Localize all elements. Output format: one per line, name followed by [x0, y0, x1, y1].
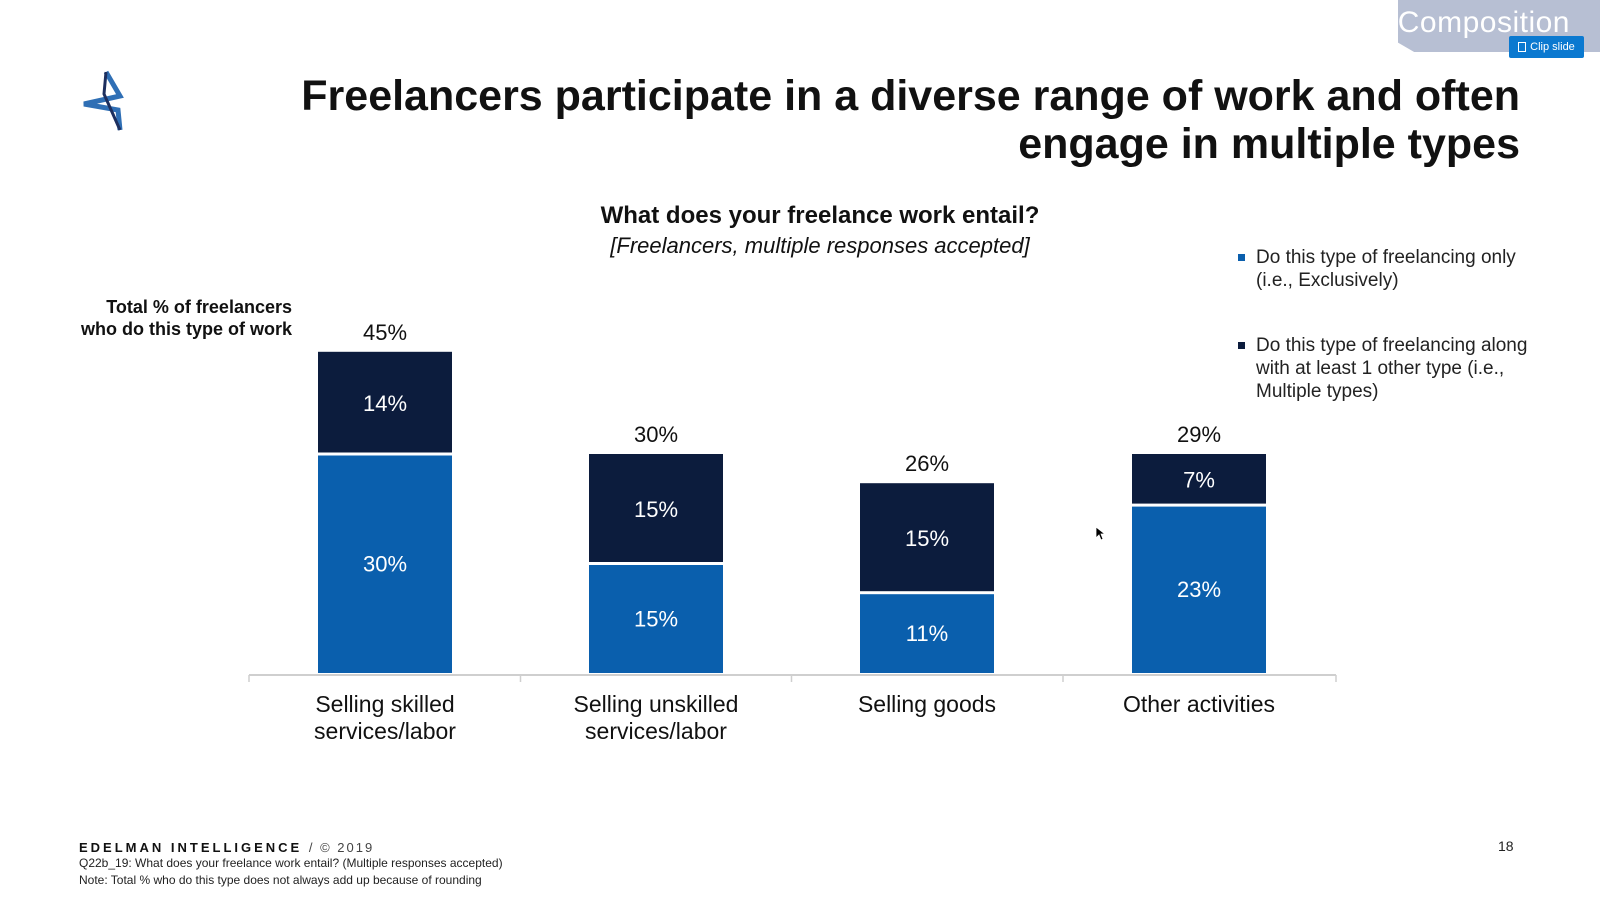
category-label-0: Selling skilled services/labor: [314, 691, 456, 744]
mouse-cursor-icon: [1096, 527, 1106, 541]
data-label-multiple-3: 7%: [1183, 468, 1215, 493]
page-number: 18: [1498, 838, 1514, 854]
footer-brand-name: EDELMAN INTELLIGENCE: [79, 840, 303, 855]
composition-tab: Composition: [1398, 0, 1600, 52]
data-label-exclusive-0: 30%: [363, 552, 407, 577]
bar-exclusive-1: [589, 565, 723, 673]
legend-swatch-multiple: [1238, 342, 1245, 349]
category-label-1: Selling unskilled services/labor: [574, 691, 739, 744]
data-label-exclusive-1: 15%: [634, 606, 678, 631]
total-label: Total % of freelancers who do this type …: [81, 297, 292, 339]
total-label-0: 45%: [363, 320, 407, 345]
bar-exclusive-0: [318, 455, 452, 673]
bar-multiple-3: [1132, 454, 1266, 504]
footer-brand: EDELMAN INTELLIGENCE / © 2019: [79, 840, 374, 855]
total-label-2: 26%: [905, 451, 949, 476]
total-label-1: 30%: [634, 422, 678, 447]
total-label-3: 29%: [1177, 422, 1221, 447]
legend-label-exclusive: Do this type of freelancing only (i.e., …: [1256, 247, 1516, 291]
legend-swatch-exclusive: [1238, 254, 1245, 261]
data-label-exclusive-3: 23%: [1177, 577, 1221, 602]
bar-multiple-0: [318, 351, 452, 453]
category-label-line: Selling goods: [858, 691, 996, 717]
category-label-line: Selling skilled: [315, 691, 454, 717]
data-label-multiple-1: 15%: [634, 497, 678, 522]
bar-multiple-2: [860, 483, 994, 592]
category-label-2: Selling goods: [858, 691, 996, 717]
legend-label-multiple: Do this type of freelancing along with a…: [1256, 335, 1528, 402]
category-label-3: Other activities: [1123, 691, 1275, 717]
clipboard-icon: [1518, 42, 1527, 52]
footer-year: / © 2019: [308, 840, 375, 855]
bar-exclusive-2: [860, 594, 994, 673]
clip-slide-label: Clip slide: [1530, 41, 1575, 53]
footer-question: Q22b_19: What does your freelance work e…: [79, 856, 503, 870]
clip-slide-button[interactable]: Clip slide: [1509, 36, 1584, 58]
chart-subtitle: [Freelancers, multiple responses accepte…: [610, 233, 1030, 258]
footer-note: Note: Total % who do this type does not …: [79, 873, 482, 887]
edelman-logo: [83, 70, 124, 131]
chart-title: What does your freelance work entail?: [600, 202, 1040, 229]
composition-label: Composition: [1397, 6, 1570, 39]
data-label-multiple-2: 15%: [905, 526, 949, 551]
data-label-exclusive-2: 11%: [906, 621, 948, 646]
data-label-multiple-0: 14%: [363, 391, 407, 416]
bar-multiple-1: [589, 454, 723, 562]
category-label-line: Other activities: [1123, 691, 1275, 717]
category-label-line: services/labor: [585, 718, 727, 744]
bar-exclusive-3: [1132, 506, 1266, 673]
category-label-line: services/labor: [314, 718, 456, 744]
category-label-line: Selling unskilled: [574, 691, 739, 717]
page-title: Freelancers participate in a diverse ran…: [301, 72, 1520, 168]
